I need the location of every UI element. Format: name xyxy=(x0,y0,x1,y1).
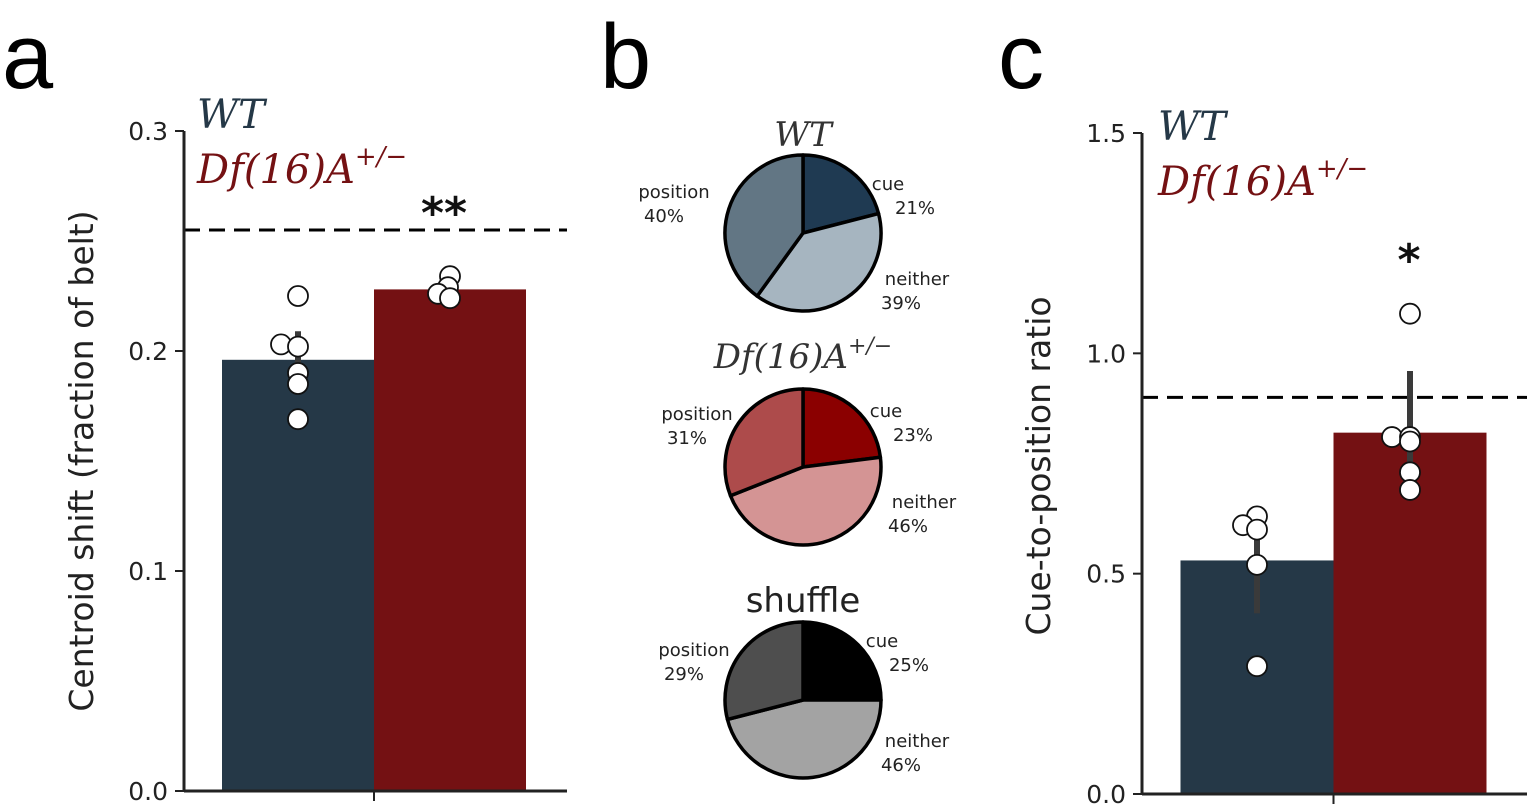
legend-df-sup: +/− xyxy=(1316,154,1368,184)
data-point xyxy=(439,287,461,310)
data-point xyxy=(1399,302,1421,325)
slice-label: neither xyxy=(892,492,957,513)
slice-label: cue xyxy=(870,401,902,422)
slice-label: cue xyxy=(872,174,904,195)
slice-label: position xyxy=(661,404,732,425)
y-tick-label: 0.1 xyxy=(128,557,168,586)
panel-b-pie-charts: WT cue 21% neither 39% position 40% Df(16)A+/− c… xyxy=(638,115,957,780)
data-point xyxy=(287,373,309,395)
pie-slice-cue xyxy=(801,387,883,469)
data-point xyxy=(287,335,309,358)
data-point xyxy=(1246,518,1268,541)
panel-letter-a: a xyxy=(2,6,54,108)
data-point xyxy=(1246,553,1268,576)
pie-title: shuffle xyxy=(746,581,861,621)
slice-label: cue xyxy=(866,631,898,652)
legend-df-sup: +/− xyxy=(355,142,407,172)
data-point xyxy=(1381,426,1403,448)
slice-percent: 29% xyxy=(664,664,704,685)
slice-percent: 39% xyxy=(881,293,921,314)
slice-percent: 46% xyxy=(888,516,928,537)
bar-df xyxy=(374,289,526,791)
y-tick-label: 1.0 xyxy=(1086,339,1126,368)
pie-title: WT xyxy=(774,115,834,155)
slice-label: position xyxy=(658,640,729,661)
slice-label: neither xyxy=(885,269,950,290)
slice-percent: 46% xyxy=(881,755,921,776)
slice-percent: 23% xyxy=(893,425,933,446)
y-tick-label: 0.2 xyxy=(128,337,168,366)
significance-marker: * xyxy=(1397,235,1420,286)
pie-slice-position xyxy=(723,387,805,498)
slice-percent: 31% xyxy=(667,428,707,449)
pie-title-base: Df(16)A xyxy=(713,337,848,377)
bar-wt xyxy=(222,359,374,791)
slice-label: position xyxy=(638,182,709,203)
data-point xyxy=(287,408,309,431)
pie-slice-cue xyxy=(801,620,883,702)
y-tick-label: 0.0 xyxy=(1086,780,1126,807)
data-point xyxy=(1399,430,1421,453)
y-tick-label: 0.0 xyxy=(128,777,168,806)
data-point xyxy=(1399,479,1421,501)
pie-slice-cue xyxy=(801,153,881,235)
legend-df-base: Df(16)A xyxy=(1157,159,1316,205)
data-point xyxy=(287,285,309,307)
y-tick-label: 1.5 xyxy=(1086,119,1126,148)
slice-percent: 25% xyxy=(889,655,929,676)
y-axis-title: Cue-to-position ratio xyxy=(1019,296,1058,635)
pie-slice-neither xyxy=(755,211,883,313)
slice-percent: 40% xyxy=(644,206,684,227)
legend-df: Df(16)A+/− xyxy=(196,142,407,193)
legend-wt: WT xyxy=(197,92,268,138)
y-tick-label: 0.3 xyxy=(128,117,168,146)
panel-c-bar-chart: Cue-to-position ratio WT Df(16)A+/− * 0.… xyxy=(1019,104,1527,807)
pie-slice-neither xyxy=(728,455,883,547)
pie-slice-position xyxy=(723,153,805,298)
pie-title: Df(16)A+/− xyxy=(713,334,892,377)
slice-label: neither xyxy=(885,731,950,752)
y-tick-label: 0.5 xyxy=(1086,560,1126,589)
pie-title-sup: +/− xyxy=(848,334,892,359)
legend-wt: WT xyxy=(1158,104,1229,150)
legend-df: Df(16)A+/− xyxy=(1157,154,1368,205)
legend-df-base: Df(16)A xyxy=(196,147,355,193)
panel-letter-c: c xyxy=(998,6,1044,108)
pie-slice-position xyxy=(723,620,805,722)
data-point xyxy=(1246,655,1268,678)
pie-slice-neither xyxy=(725,698,883,780)
y-axis-title: Centroid shift (fraction of belt) xyxy=(62,210,101,711)
panel-a-bar-chart: Centroid shift (fraction of belt) WT Df(… xyxy=(62,92,567,806)
panel-letter-b: b xyxy=(600,6,651,108)
slice-percent: 21% xyxy=(895,198,935,219)
